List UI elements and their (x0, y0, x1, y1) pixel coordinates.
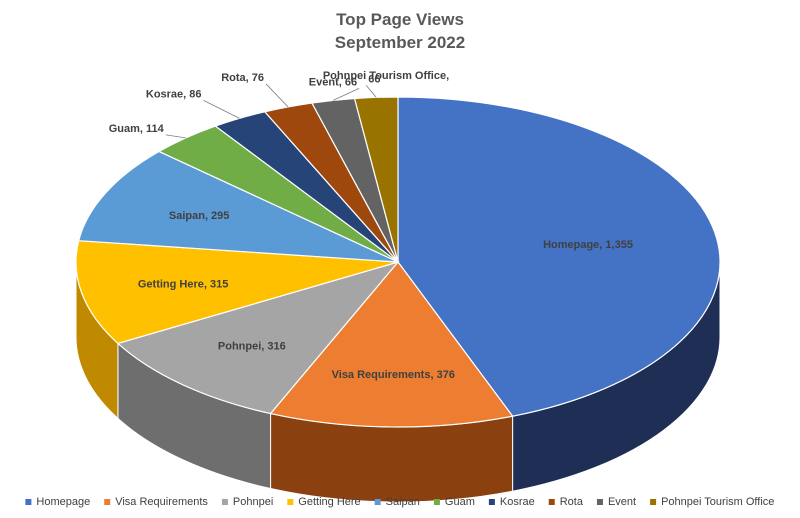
pie-top (75, 96, 721, 428)
data-label-rota: Rota, 76 (221, 72, 264, 84)
chart-title: Top Page Views (336, 10, 464, 29)
data-label-pohnpei: Pohnpei, 316 (218, 341, 286, 353)
legend-label-saipan: Saipan (386, 496, 420, 508)
leader-line-kosrae (203, 100, 240, 119)
legend-item-guam: Guam (433, 496, 475, 508)
pie-slice-saipan (77, 150, 399, 263)
legend-item-pohnpei: Pohnpei (221, 496, 273, 508)
data-label-visa-requirements: Visa Requirements, 376 (332, 369, 455, 381)
data-label-homepage: Homepage, 1,355 (543, 239, 633, 251)
pie-slice-visa-requirements (269, 261, 514, 428)
legend: Homepage Visa Requirements Pohnpei Getting … (25, 496, 774, 508)
legend-label-kosrae: Kosrae (500, 496, 535, 508)
pie-slice-getting-here (75, 240, 399, 345)
legend-swatch-pohnpei (221, 499, 228, 505)
legend-item-event: Event (596, 496, 636, 508)
legend-label-visa-requirements: Visa Requirements (115, 496, 208, 508)
pie-slice-pohnpei (116, 260, 400, 415)
legend-swatch-rota (548, 499, 555, 505)
legend-swatch-homepage (25, 499, 32, 505)
data-label-guam: Guam, 114 (109, 123, 165, 135)
legend-swatch-saipan (374, 499, 381, 505)
legend-label-homepage: Homepage (36, 496, 90, 508)
leader-line-guam (165, 134, 186, 139)
legend-swatch-pohnpei-tourism-office (650, 499, 657, 505)
legend-item-pohnpei-tourism-office: Pohnpei Tourism Office (650, 496, 774, 508)
legend-swatch-kosrae (488, 499, 495, 505)
data-labels: Homepage, 1,355 Visa Requirements, 376 Poh… (109, 70, 633, 381)
annotation-pohnpei-tourism-office: Pohnpei Tourism Office, (323, 70, 449, 82)
data-label-getting-here: Getting Here, 315 (138, 279, 228, 291)
legend-swatch-getting-here (287, 499, 294, 505)
legend-swatch-visa-requirements (104, 499, 111, 505)
data-label-pohnpei-tourism-office: 66 (368, 73, 380, 85)
leader-line-pohnpei-tourism-office (365, 85, 377, 98)
leader-line-event (332, 88, 360, 101)
legend-label-event: Event (608, 496, 636, 508)
legend-label-rota: Rota (560, 496, 584, 508)
pie-slice-homepage (397, 96, 721, 417)
legend-label-pohnpei: Pohnpei (233, 496, 273, 508)
legend-label-getting-here: Getting Here (298, 496, 360, 508)
data-label-saipan: Saipan, 295 (169, 210, 230, 222)
leader-lines (165, 83, 377, 139)
legend-label-pohnpei-tourism-office: Pohnpei Tourism Office (661, 496, 774, 508)
leader-line-rota (265, 83, 289, 108)
legend-swatch-event (596, 499, 603, 505)
legend-item-rota: Rota (548, 496, 584, 508)
legend-item-kosrae: Kosrae (488, 496, 535, 508)
pie-slice-pohnpei-tourism-office (353, 96, 399, 263)
data-label-kosrae: Kosrae, 86 (146, 88, 202, 100)
legend-swatch-guam (433, 499, 440, 505)
data-label-event: Event, 66 (309, 76, 357, 88)
legend-item-visa-requirements: Visa Requirements (104, 496, 208, 508)
legend-label-guam: Guam (445, 496, 475, 508)
legend-item-homepage: Homepage (25, 496, 90, 508)
legend-item-getting-here: Getting Here (287, 496, 361, 508)
chart-subtitle: September 2022 (335, 33, 465, 52)
legend-item-saipan: Saipan (374, 496, 420, 508)
